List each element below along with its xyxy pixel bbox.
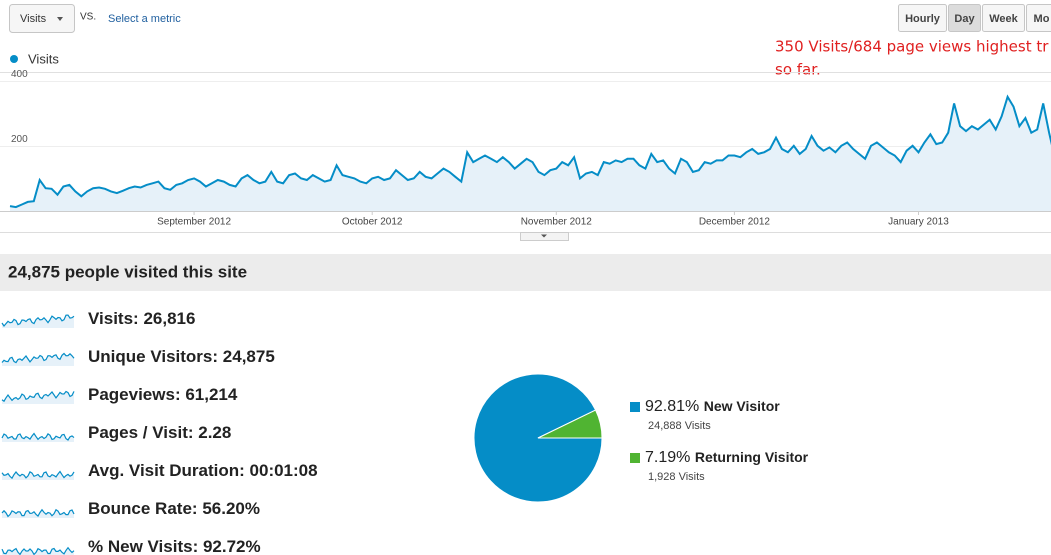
- sparkline-area: [2, 509, 74, 518]
- value-label: 7.19%: [645, 449, 690, 466]
- period-button[interactable]: [1026, 4, 1051, 32]
- legend-label: Returning Visitor: [695, 449, 809, 465]
- metric: Unique Visitors: 24,875: [88, 347, 275, 366]
- pie-slice: [537, 409, 603, 439]
- y-tick-label: 400: [11, 69, 28, 80]
- area: [10, 96, 1051, 211]
- sparkline-area: [2, 353, 74, 366]
- metric-value: 2.28: [198, 423, 231, 442]
- legend-label: Visits: [28, 51, 59, 66]
- sparkline: [1, 470, 75, 480]
- value-label: 92.81%: [645, 398, 699, 415]
- sparkline: [1, 352, 75, 364]
- period-button-label: Week: [989, 13, 1018, 25]
- legend-swatch: [630, 402, 640, 412]
- metric-value: 92.72%: [203, 537, 261, 555]
- period-button[interactable]: [898, 4, 947, 32]
- line-chart: 200 400 September 2012 October 2012 November…: [0, 69, 1051, 228]
- legend-entry: 7.19% Returning Visitor: [645, 449, 809, 467]
- legend-dot: [10, 55, 18, 63]
- metric: Pageviews: 61,214: [88, 385, 238, 404]
- metric-dropdown[interactable]: [9, 4, 75, 33]
- y-tick-label: 200: [11, 134, 28, 145]
- select-metric[interactable]: Select a metric: [108, 13, 181, 25]
- sparkline-area: [2, 391, 74, 404]
- metric-value: 00:01:08: [250, 461, 318, 480]
- metric-label: Visits: [20, 13, 47, 25]
- metric: Pages / Visit: 2.28: [88, 423, 231, 442]
- metric-label: Visits:: [88, 309, 139, 328]
- metric-value: 56.20%: [202, 499, 260, 518]
- metric-value: 24,875: [223, 347, 275, 366]
- pie-chart: 92.81% New Visitor 24,888 Visits 7.19% Ret…: [473, 373, 809, 503]
- metric: % New Visits: 92.72%: [88, 537, 261, 555]
- x-tick-label: September 2012: [157, 217, 231, 228]
- summary-header: [0, 254, 1051, 291]
- metric-label: Unique Visitors:: [88, 347, 218, 366]
- legend-count: 1,928 Visits: [648, 471, 705, 483]
- x-tick-label: October 2012: [342, 217, 403, 228]
- sparkline: [1, 314, 75, 328]
- metric: Visits: 26,816: [88, 309, 195, 328]
- period-button-label: Day: [954, 13, 975, 25]
- annotation: so far.: [775, 61, 821, 79]
- metric: Bounce Rate: 56.20%: [88, 499, 260, 518]
- sparkline: [1, 390, 75, 403]
- period-button[interactable]: [948, 4, 981, 32]
- x-tick-label: December 2012: [699, 217, 771, 228]
- summary-title: 24,875 people visited this site: [8, 262, 247, 281]
- annotation: 350 Visits/684 page views highest tr: [775, 38, 1049, 56]
- sparkline-area: [2, 471, 74, 480]
- sparkline: [1, 546, 75, 555]
- metric-value: 26,816: [143, 309, 195, 328]
- period-button-label: Hourly: [905, 13, 941, 25]
- metric-label: % New Visits:: [88, 537, 198, 555]
- legend-count: 24,888 Visits: [648, 420, 711, 432]
- sparkline-area: [2, 433, 74, 442]
- period-button[interactable]: [982, 4, 1025, 32]
- line: [9, 94, 1051, 209]
- collapse-arrow: [541, 234, 547, 238]
- legend-entry: 92.81% New Visitor: [645, 398, 780, 416]
- sparkline-area: [2, 547, 74, 555]
- period-button-label: Mo: [1034, 13, 1050, 25]
- metric: Avg. Visit Duration: 00:01:08: [88, 461, 318, 480]
- metrics: Visits: 26,816 Unique Visitors: 24,875 Pag…: [1, 309, 318, 555]
- metric-label: Avg. Visit Duration:: [88, 461, 245, 480]
- sparkline: [1, 432, 75, 441]
- metric-label: Bounce Rate:: [88, 499, 198, 518]
- metric-label: Pageviews:: [88, 385, 181, 404]
- x-tick-label: November 2012: [521, 217, 593, 228]
- legend-swatch: [630, 453, 640, 463]
- dropdown-arrow: [57, 17, 63, 21]
- sparkline: [1, 508, 75, 518]
- metric-label: Pages / Visit:: [88, 423, 194, 442]
- legend-label: New Visitor: [704, 398, 781, 414]
- sparkline-area: [2, 315, 74, 328]
- metric-value: 61,214: [185, 385, 238, 404]
- period-buttons: Hourly Day Week Mo: [898, 4, 1051, 32]
- vs-label: VS.: [80, 12, 96, 23]
- x-tick-label: January 2013: [888, 217, 949, 228]
